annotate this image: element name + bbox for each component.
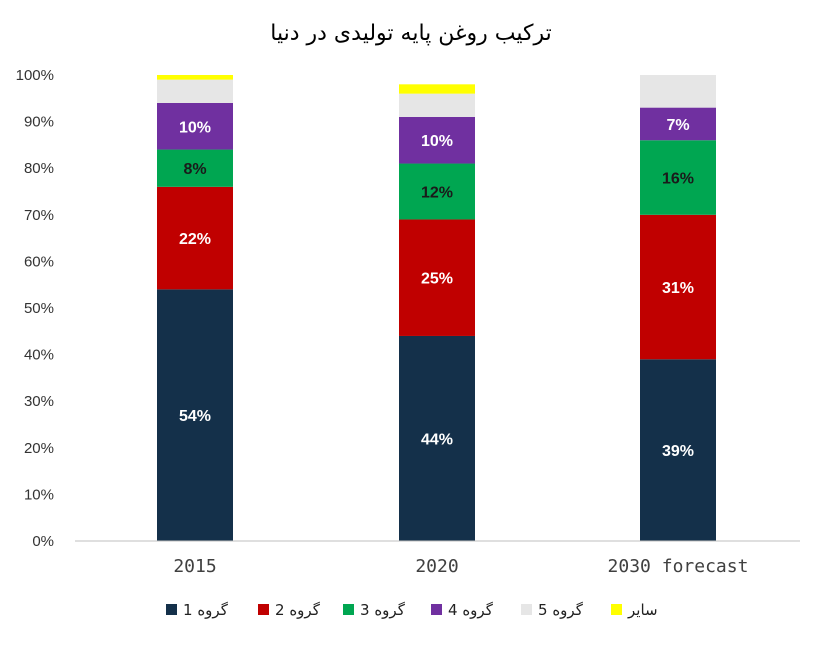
legend-label: سایر [627, 601, 658, 619]
bar-segment [399, 84, 475, 94]
data-label: 10% [179, 119, 211, 136]
bar-segment [640, 75, 716, 108]
legend-swatch [258, 604, 269, 615]
data-label: 54% [179, 408, 211, 425]
x-tick-label: 2030 forecast [608, 556, 749, 577]
y-axis: 0% 10% 20% 30% 40% 50% 60% 70% 80% 90% 100% [16, 67, 54, 550]
bar-segment [157, 75, 233, 80]
bar-segment [640, 359, 716, 541]
legend-swatch [166, 604, 177, 615]
y-tick-label: 10% [24, 486, 54, 503]
y-tick-label: 60% [24, 253, 54, 270]
legend-label: گروه 2 [275, 601, 321, 619]
data-label: 31% [662, 280, 694, 297]
data-label: 12% [421, 185, 453, 202]
bar-segment [157, 289, 233, 541]
legend-swatch [343, 604, 354, 615]
data-label: 44% [421, 431, 453, 448]
legend: گروه 1 گروه 2 گروه 3 گروه 4 گروه 5 سایر [166, 601, 658, 619]
data-label: 7% [666, 117, 689, 134]
y-tick-label: 0% [32, 533, 54, 550]
legend-swatch [521, 604, 532, 615]
data-label: 39% [662, 443, 694, 460]
bar-segment [640, 214, 716, 360]
y-tick-label: 100% [16, 67, 54, 84]
x-tick-label: 2015 [173, 556, 216, 577]
bar-segment [157, 102, 233, 150]
y-tick-label: 90% [24, 114, 54, 131]
legend-label: گروه 4 [448, 601, 494, 619]
y-tick-label: 40% [24, 347, 54, 364]
bar-segment [640, 107, 716, 141]
data-label: 25% [421, 271, 453, 288]
bars [157, 75, 716, 541]
legend-label: گروه 3 [360, 601, 406, 619]
bar-segment [157, 149, 233, 187]
data-labels: 54% 22% 8% 10% 44% 25% 12% 10% 39% 31% 16% 7% [179, 117, 694, 460]
data-label: 8% [183, 161, 206, 178]
bar-segment [157, 186, 233, 290]
data-label: 10% [421, 133, 453, 150]
legend-label: گروه 5 [538, 601, 584, 619]
legend-label: گروه 1 [183, 601, 229, 619]
y-tick-label: 50% [24, 300, 54, 317]
bar-segment [399, 219, 475, 336]
bar-segment [399, 335, 475, 541]
y-tick-label: 30% [24, 393, 54, 410]
bar-segment [640, 140, 716, 215]
chart-title: ترکیب روغن پایه تولیدی در دنیا [270, 21, 551, 46]
bar-segment [399, 163, 475, 220]
x-axis: 2015 2020 2030 forecast [173, 556, 748, 577]
legend-swatch [431, 604, 442, 615]
legend-swatch [611, 604, 622, 615]
data-label: 16% [662, 171, 694, 188]
y-tick-label: 70% [24, 207, 54, 224]
bar-segment [157, 79, 233, 103]
bar-segment [399, 93, 475, 117]
bar-segment [399, 116, 475, 164]
y-tick-label: 80% [24, 160, 54, 177]
y-tick-label: 20% [24, 440, 54, 457]
x-tick-label: 2020 [415, 556, 458, 577]
data-label: 22% [179, 231, 211, 248]
